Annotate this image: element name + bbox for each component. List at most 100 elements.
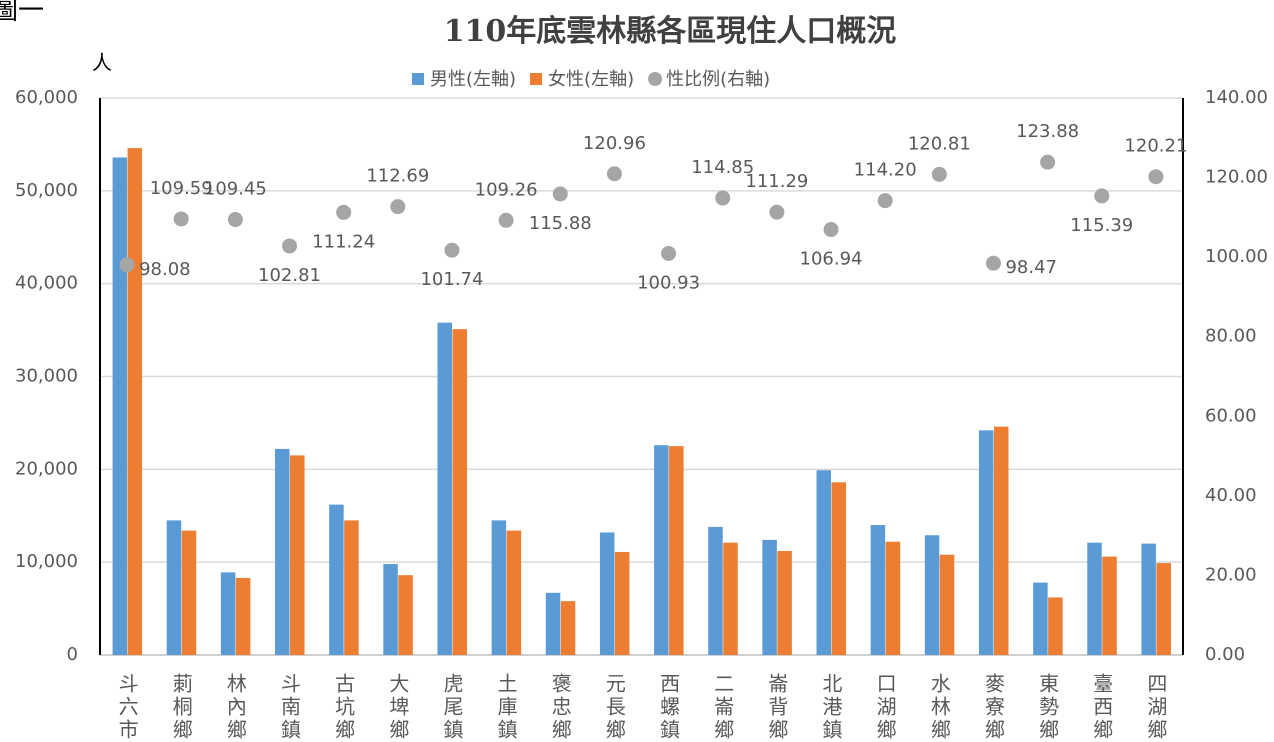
bar [939, 554, 955, 655]
y2-tick-label: 120.00 [1205, 167, 1268, 188]
bar [452, 329, 467, 655]
y2-tick-label: 80.00 [1205, 326, 1257, 347]
x-tick-label: 北港鎮 [819, 673, 843, 742]
bar [235, 577, 251, 655]
legend-marker [648, 72, 663, 86]
bar [816, 470, 832, 655]
point [119, 257, 135, 273]
bar [614, 551, 630, 655]
y-tick-label: 0 [67, 644, 78, 665]
data-label: 98.47 [1005, 257, 1057, 278]
y2-tick-label: 40.00 [1205, 485, 1257, 506]
point [336, 204, 352, 220]
point [552, 186, 568, 202]
point [1040, 154, 1056, 170]
bar [560, 601, 576, 655]
legend-label: 女性(左軸) [548, 69, 634, 90]
bar [870, 525, 886, 655]
point [606, 166, 622, 182]
bar [1102, 556, 1117, 655]
data-label: 115.39 [1070, 215, 1133, 236]
bar [723, 542, 738, 655]
bar [885, 541, 901, 655]
y2-tick-label: 140.00 [1205, 87, 1268, 108]
y2-tick-label: 0.00 [1205, 644, 1245, 665]
bar [181, 530, 197, 655]
data-label: 114.20 [854, 160, 917, 181]
chart-title: 110年底雲林縣各區現住人口概況 [444, 14, 897, 49]
bar [491, 520, 507, 655]
point [931, 166, 947, 182]
bar [831, 482, 847, 655]
point [173, 211, 189, 227]
point [823, 222, 839, 238]
x-tick-label: 林內鄉 [223, 673, 247, 742]
legend-label: 性比例(右軸) [666, 69, 770, 90]
x-tick-label: 水林鄉 [927, 673, 951, 742]
bar [166, 520, 182, 655]
bar [220, 572, 236, 655]
bar [654, 445, 669, 655]
data-label: 98.08 [139, 259, 191, 280]
x-tick-label: 元長鄉 [602, 673, 626, 742]
data-label: 100.93 [637, 272, 700, 293]
point [227, 212, 243, 228]
data-label: 120.21 [1124, 136, 1187, 157]
legend-marker [412, 73, 424, 85]
bar [437, 322, 452, 655]
bar [777, 551, 792, 655]
bar [762, 539, 777, 655]
bar [924, 535, 940, 655]
data-label: 106.94 [800, 249, 863, 270]
data-label: 112.69 [366, 166, 429, 187]
point [1148, 169, 1164, 185]
bar [127, 148, 143, 655]
x-tick-label: 土庫鎮 [494, 673, 518, 742]
point [282, 238, 298, 254]
data-label: 111.24 [312, 231, 375, 252]
data-label: 109.26 [475, 179, 538, 200]
point [498, 212, 514, 228]
data-label: 123.88 [1016, 121, 1079, 142]
data-label: 101.74 [420, 269, 483, 290]
corner-label: 圖一 [0, 0, 44, 26]
bar [1141, 543, 1156, 655]
bar [1156, 563, 1171, 655]
y-tick-label: 40,000 [15, 273, 78, 294]
legend-marker [530, 73, 543, 85]
x-tick-label: 二崙鄉 [711, 673, 735, 742]
bar [290, 455, 305, 655]
y-tick-label: 20,000 [15, 458, 78, 479]
x-tick-label: 東勢鄉 [1036, 673, 1060, 742]
y-tick-label: 50,000 [15, 180, 78, 201]
data-label: 109.59 [150, 178, 213, 199]
data-label: 111.29 [745, 171, 808, 192]
x-tick-label: 莿桐鄉 [169, 673, 193, 742]
x-tick-label: 斗南鎮 [278, 673, 302, 742]
data-label: 120.81 [908, 133, 971, 154]
x-tick-label: 口湖鄉 [873, 673, 897, 742]
bar [545, 592, 561, 655]
y-tick-label: 60,000 [15, 87, 78, 108]
point [444, 242, 460, 258]
bar [344, 520, 359, 655]
bar [112, 157, 128, 655]
point [985, 255, 1001, 271]
x-tick-label: 古坑鄉 [332, 673, 356, 742]
data-label: 120.96 [583, 133, 646, 154]
bar [1087, 542, 1102, 655]
bar [383, 564, 398, 655]
bar [506, 530, 522, 655]
x-tick-label: 臺西鄉 [1090, 673, 1114, 742]
y-axis-label: 人 [92, 51, 112, 75]
point [390, 199, 406, 215]
x-tick-label: 大埤鄉 [386, 673, 410, 742]
data-label: 102.81 [258, 265, 321, 286]
x-tick-label: 四湖鄉 [1144, 673, 1168, 742]
bar [599, 532, 615, 655]
point [877, 193, 893, 209]
x-tick-label: 麥寮鄉 [981, 673, 1005, 742]
bar [329, 504, 344, 655]
x-tick-label: 崙背鄉 [765, 673, 789, 742]
